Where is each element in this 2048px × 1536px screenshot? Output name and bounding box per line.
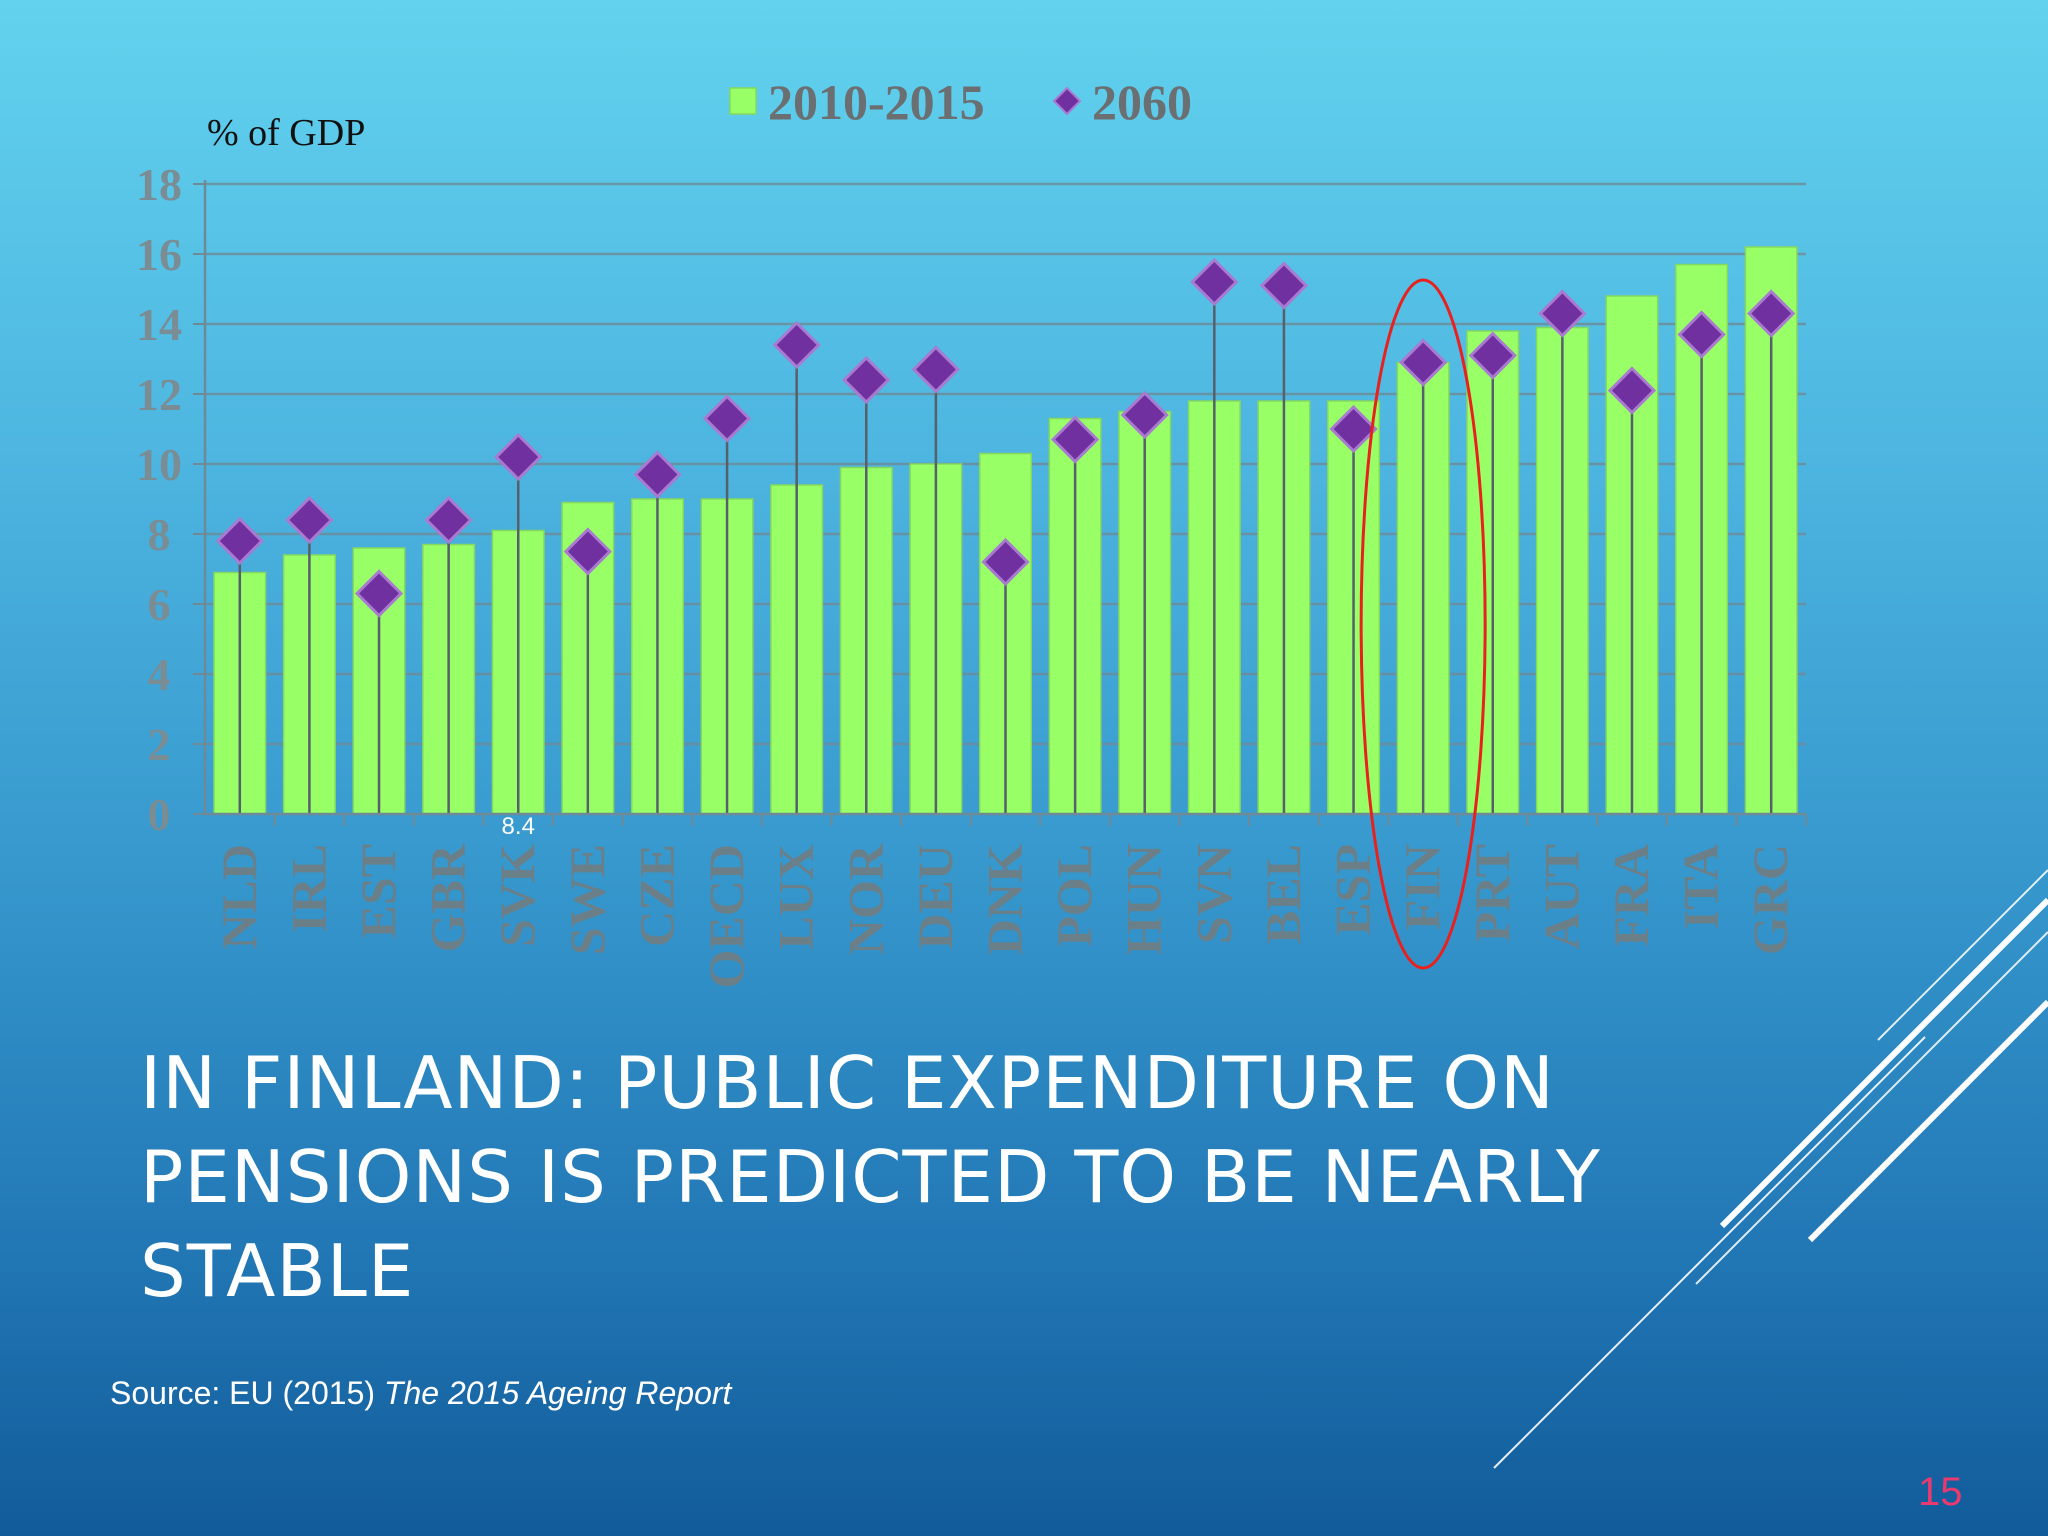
x-tick-label-nld: NLD [211,844,267,950]
x-tick-label-swe: SWE [559,844,615,955]
source-prefix: Source: EU (2015) [110,1375,384,1411]
x-tick-label-nor: NOR [837,843,893,955]
x-tick-labels: NLD IRL EST GBR SVK SWE CZE OECD LUX NOR DEU DNK POL… [211,843,1798,988]
marker-2060-esp [1329,404,1378,454]
x-tick-label-svk: SVK [489,844,545,947]
marker-2060-fra [1607,366,1657,415]
chart-legend: 2010-2015 2060 [729,74,1192,130]
x-tick-label-esp: ESP [1325,844,1381,936]
x-tick-label-dnk: DNK [977,844,1033,955]
slide-title-line-1: IN FINLAND: PUBLIC EXPENDITURE ON [140,1041,1555,1125]
highlight-ellipse-fin [1359,278,1487,970]
y-tick-label: 14 [136,299,182,350]
marker-2060-dnk [981,537,1030,587]
marker-2060-gbr [424,495,473,545]
marker-2060-fin [1399,338,1448,387]
legend-swatch-marker [1052,86,1082,116]
y-tick-label: 18 [136,159,182,210]
x-tick-label-svn: SVN [1185,844,1241,944]
marker-2060-hun [1120,390,1169,440]
legend-swatch-bar [729,87,757,115]
chart-annotations: 8.4 [502,278,1487,970]
marker-2060-lux [772,320,821,370]
y-tick-label: 16 [136,229,182,280]
x-tick-label-hun: HUN [1116,844,1172,955]
slide-title-line-2: PENSIONS IS PREDICTED TO BE NEARLY [140,1135,1601,1219]
marker-stems [238,282,1773,814]
marker-2060-pol [1050,415,1100,464]
page-number: 15 [1918,1470,1963,1514]
x-tick-label-fra: FRA [1603,844,1659,947]
y-tick-labels: 0 2 4 6 8 10 12 14 16 18 [136,159,182,840]
legend-label-marker: 2060 [1092,74,1192,130]
marker-2060-cze [633,450,682,499]
y-tick-label: 10 [136,439,182,490]
marker-2060-oecd [702,394,752,443]
y-tick-label: 0 [148,789,171,840]
marker-2060-grc [1747,289,1796,338]
x-tick-label-ita: ITA [1673,844,1729,929]
x-tick-label-cze: CZE [628,844,684,947]
y-tick-label: 2 [148,719,171,770]
x-tick-label-est: EST [350,844,406,939]
y-tick-label: 6 [148,579,171,630]
x-tick-label-fin: FIN [1394,844,1450,930]
x-tick-label-bel: BEL [1255,844,1311,944]
source-citation: Source: EU (2015) The 2015 Ageing Report [110,1375,731,1412]
marker-2060-swe [563,527,612,576]
slide-title: IN FINLAND: PUBLIC EXPENDITURE ON PENSIO… [140,1036,1700,1318]
chart-axes [193,180,1807,826]
marker-2060-ita [1677,310,1726,359]
marker-2060-irl [285,495,334,545]
x-tick-label-aut: AUT [1533,844,1589,950]
marker-2060-deu [911,345,961,394]
marker-2060-bel [1259,261,1309,310]
x-tick-label-deu: DEU [907,844,963,950]
y-tick-label: 4 [148,649,171,700]
y-tick-label: 12 [136,369,182,420]
x-tick-label-oecd: OECD [698,844,754,988]
marker-2060-svn [1190,257,1239,307]
x-tick-label-grc: GRC [1742,844,1798,955]
x-tick-label-prt: PRT [1464,844,1520,942]
y-tick-label: 8 [148,509,171,560]
x-tick-label-irl: IRL [280,844,336,933]
legend-label-bar: 2010-2015 [768,74,985,130]
source-title: The 2015 Ageing Report [383,1375,732,1411]
marker-2060-nor [842,355,891,405]
x-tick-label-pol: POL [1046,844,1102,947]
marker-2060-svk [494,432,543,482]
marker-2060-aut [1538,289,1587,338]
marker-2060-est [354,569,404,618]
data-label-svk: 8.4 [502,813,535,840]
slide-title-line-3: STABLE [140,1229,415,1313]
y-axis-label: % of GDP [207,112,365,154]
markers-2060 [215,257,1796,618]
marker-2060-nld [215,516,264,566]
marker-2060-prt [1468,331,1517,380]
x-tick-label-lux: LUX [768,844,824,950]
x-tick-label-gbr: GBR [420,843,476,952]
